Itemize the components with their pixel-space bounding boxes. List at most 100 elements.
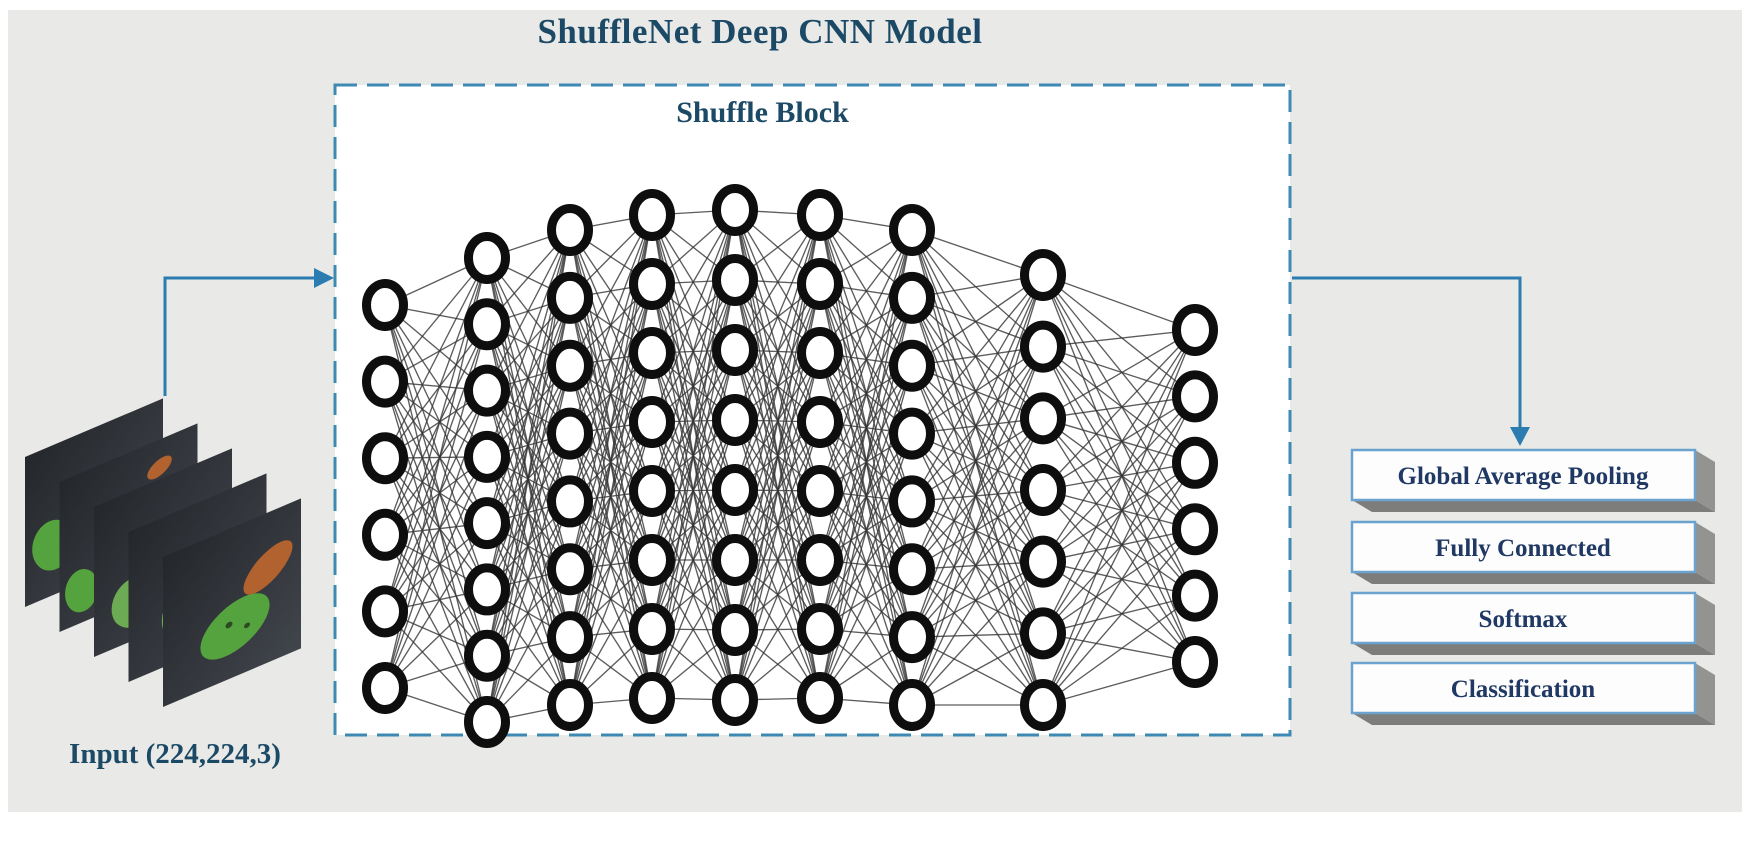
neuron-node — [1172, 436, 1218, 489]
neuron-node — [629, 396, 675, 448]
edge-line — [1042, 329, 1196, 706]
input-label: Input (224,224,3) — [69, 738, 281, 770]
edge-line — [911, 346, 1044, 435]
edge-line — [651, 559, 736, 699]
edge-line — [1042, 329, 1196, 634]
edge-line — [819, 501, 913, 699]
edge-line — [911, 418, 1044, 706]
neuron-node — [712, 674, 758, 726]
edge-line — [1042, 395, 1196, 563]
edge-line — [734, 421, 821, 701]
leaf-graphic — [200, 593, 270, 660]
neuron-node — [547, 339, 593, 392]
edge-line — [384, 381, 488, 656]
neuron-node — [629, 258, 675, 310]
neuron-node — [889, 407, 935, 460]
neuron-node — [797, 327, 843, 379]
edge-line — [651, 419, 736, 699]
edge-line — [1042, 594, 1196, 634]
edge-line — [1042, 489, 1196, 597]
edge-line — [819, 229, 913, 354]
neuron-node — [797, 258, 843, 310]
neuron-node — [362, 662, 408, 714]
edge-line — [1042, 396, 1196, 706]
edge-line — [384, 257, 488, 459]
leaf-graphic — [244, 622, 250, 629]
neuron-node — [797, 603, 843, 655]
edge-line — [1042, 462, 1196, 634]
edge-line — [384, 257, 488, 536]
edge-line — [384, 257, 488, 383]
edge-line — [1042, 528, 1196, 634]
neuron-node — [1020, 607, 1066, 660]
edge-line — [911, 561, 1044, 638]
edge-line — [1042, 417, 1196, 597]
neuron-node — [362, 432, 408, 485]
edge-line — [819, 229, 913, 492]
edge-line — [384, 323, 488, 459]
neuron-node — [362, 585, 408, 638]
output-arrow — [1292, 276, 1530, 446]
output-box-fully-connected: Fully Connected — [1350, 520, 1715, 584]
edge-line — [1042, 346, 1196, 530]
neuron-node — [797, 189, 843, 241]
edge-line — [1042, 528, 1196, 706]
edge-line — [384, 381, 488, 590]
neuron-node — [362, 508, 408, 561]
output-box-label: Softmax — [1479, 606, 1568, 633]
edge-line — [819, 568, 913, 699]
leaf-graphic — [147, 455, 172, 480]
edge-line — [911, 417, 1044, 570]
edge-line — [911, 365, 1044, 419]
output-box-label: Fully Connected — [1435, 535, 1611, 562]
leaf-graphic — [225, 621, 233, 629]
edge-line — [384, 381, 488, 524]
edge-line — [1042, 528, 1196, 563]
edge-line — [384, 324, 488, 612]
neuron-node — [712, 324, 758, 376]
neuron-node — [712, 464, 758, 516]
edge-line — [1042, 561, 1196, 663]
neuron-node — [889, 679, 935, 731]
edge-line — [911, 417, 1044, 502]
neuron-node — [889, 543, 935, 596]
neuron-node — [712, 394, 758, 446]
neuron-node — [464, 696, 510, 748]
edge-line — [569, 490, 653, 706]
edge-line — [384, 323, 488, 536]
edge-line — [911, 432, 1044, 491]
edge-line — [911, 501, 1044, 706]
neuron-node — [464, 497, 510, 550]
output-box-softmax: Softmax — [1350, 591, 1715, 655]
edge-line — [486, 568, 571, 723]
neuron-node — [464, 563, 510, 616]
edge-line — [384, 457, 488, 657]
edge-line — [1042, 329, 1196, 419]
neuron-node — [712, 534, 758, 586]
neuron-node — [547, 475, 593, 528]
edge-line — [1042, 346, 1196, 663]
edge-line — [911, 500, 1044, 634]
edge-line — [911, 636, 1044, 706]
edge-line — [911, 297, 1044, 634]
edge-line — [1042, 417, 1196, 530]
neuron-node — [547, 611, 593, 664]
edge-line — [486, 229, 571, 458]
shuffle-block-label: Shuffle Block — [676, 96, 849, 129]
neuron-node — [1172, 370, 1218, 423]
edge-line — [911, 489, 1044, 570]
edge-line — [1042, 274, 1196, 397]
output-box-label: Global Average Pooling — [1398, 463, 1649, 490]
output-box-global-average-pooling: Global Average Pooling — [1350, 448, 1715, 512]
neuron-node — [1020, 320, 1066, 373]
neuron-node — [889, 611, 935, 664]
neuron-node — [1020, 535, 1066, 588]
leaf-graphic — [243, 540, 293, 595]
edge-line — [734, 214, 821, 351]
edge-line — [911, 229, 1044, 491]
edge-line — [651, 209, 736, 492]
input-image-stack — [25, 398, 301, 707]
edge-line — [1042, 395, 1196, 491]
edge-line — [911, 489, 1044, 706]
neuron-node — [1172, 304, 1218, 356]
